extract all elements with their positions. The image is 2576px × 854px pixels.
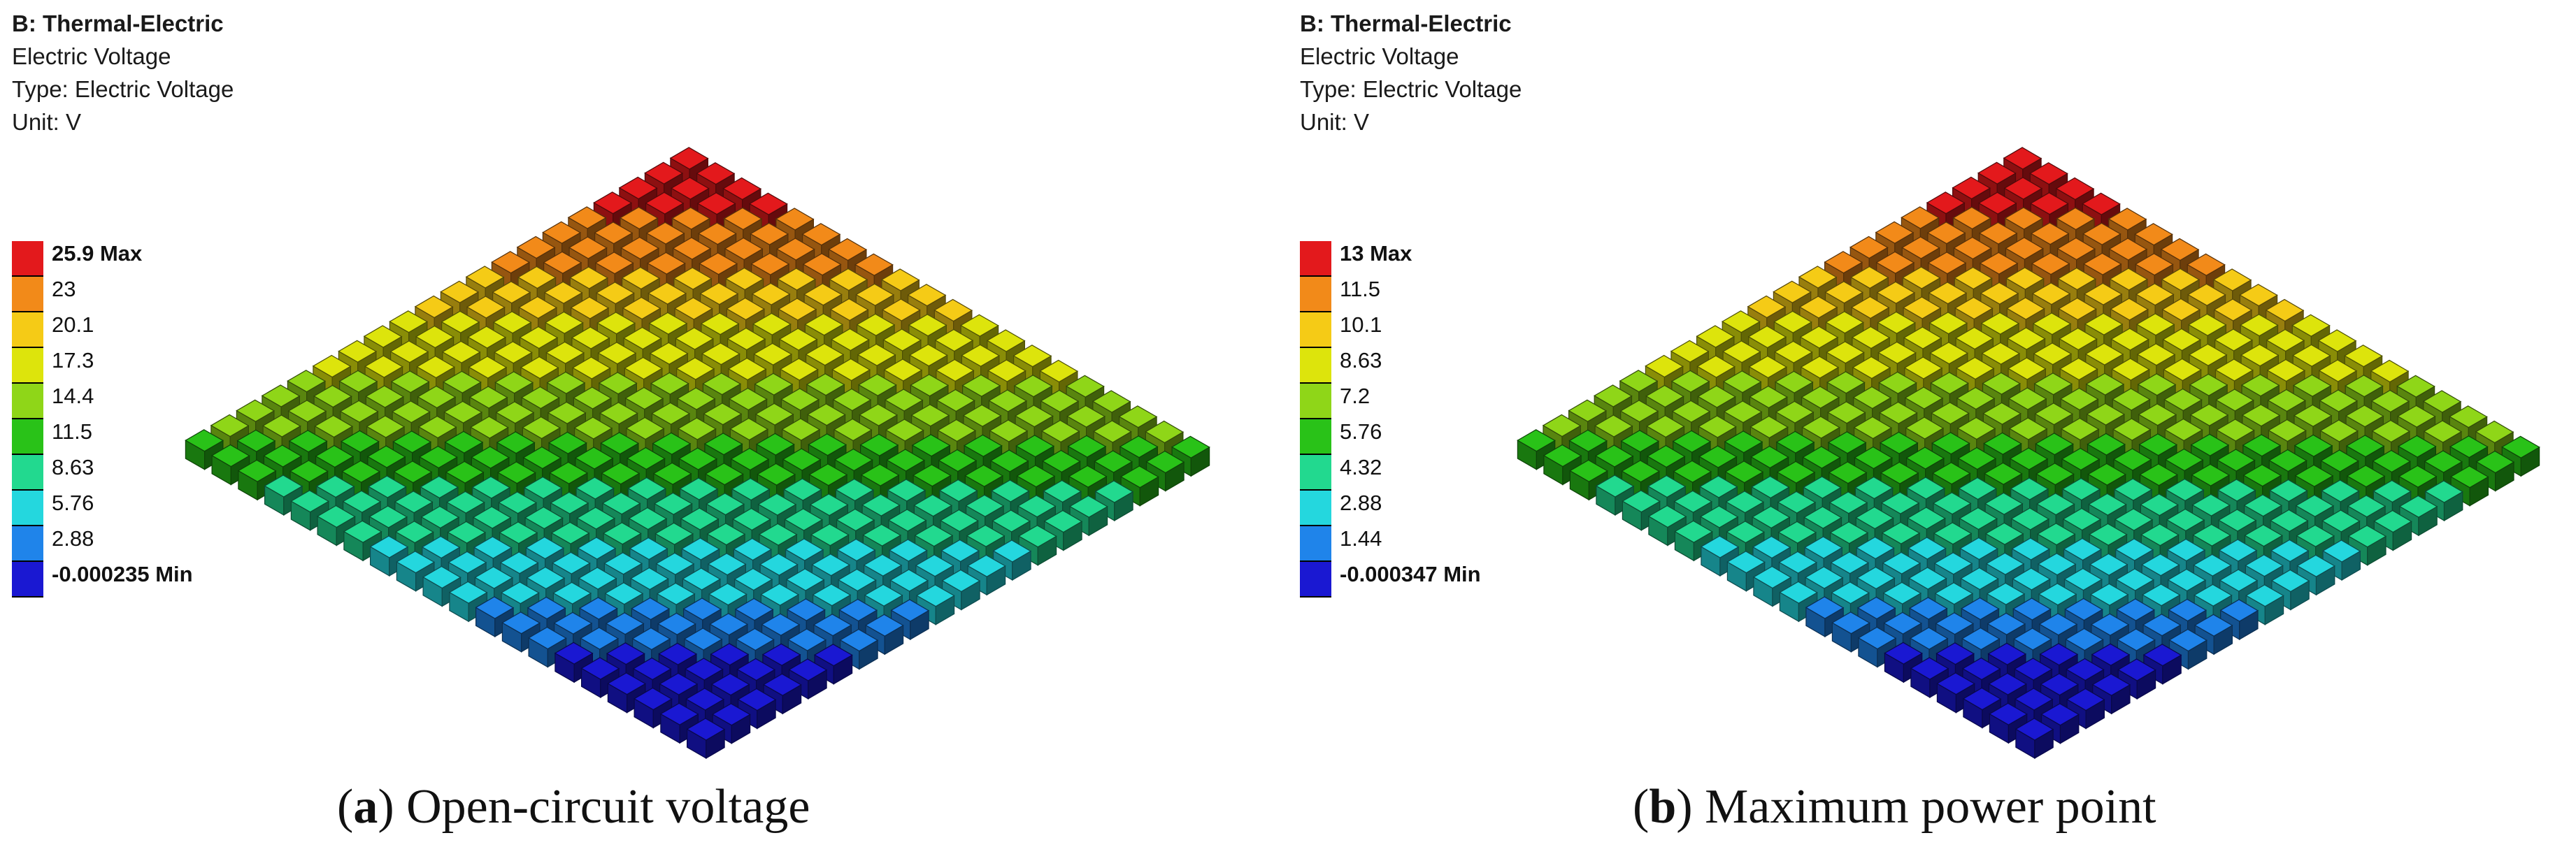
legend-swatch [12, 312, 43, 348]
te-module-block [1726, 551, 1766, 592]
analysis-title: B: Thermal-Electric [1300, 10, 1512, 36]
legend-label: -0.000347 Min [1340, 562, 1481, 586]
te-module-block [686, 718, 726, 760]
legend-swatch [12, 241, 43, 277]
result-unit: Unit: V [12, 109, 82, 135]
caption-a: (a) Open-circuit voltage [337, 780, 810, 834]
result-name: Electric Voltage [12, 43, 171, 69]
caption-letter: b [1649, 780, 1677, 834]
legend-swatch [12, 348, 43, 384]
caption-text: Maximum power point [1705, 780, 2156, 834]
legend-swatch [12, 562, 43, 598]
legend-swatch [12, 526, 43, 562]
header-b: B: Thermal-Electric Electric Voltage Typ… [1300, 7, 1522, 138]
legend-label: 5.76 [1340, 419, 1382, 444]
te-module-block [1857, 626, 1897, 668]
legend-swatch [12, 455, 43, 491]
voltage-model-a [185, 147, 1210, 760]
legend-swatch [12, 384, 43, 419]
legend-swatch [1300, 277, 1331, 312]
caption-text: Open-circuit voltage [406, 780, 810, 834]
caption-letter: a [353, 780, 378, 834]
te-module-block [2245, 584, 2284, 625]
legend-swatch [1300, 455, 1331, 491]
legend-swatch [1300, 526, 1331, 562]
result-type: Type: Electric Voltage [1300, 76, 1522, 102]
te-module-block [762, 673, 802, 715]
legend-swatch [1300, 241, 1331, 277]
voltage-model-b [1517, 147, 2540, 760]
result-unit: Unit: V [1300, 109, 1370, 135]
te-module-block [711, 703, 751, 744]
te-module-block [915, 584, 955, 625]
legend-label: 13 Max [1340, 241, 1412, 266]
legend-label: 2.88 [1340, 491, 1382, 515]
legend-label: 23 [52, 277, 76, 301]
legend-label: 14.4 [52, 384, 94, 408]
legend-swatch [12, 277, 43, 312]
legend-swatch [1300, 384, 1331, 419]
legend-swatch [1300, 348, 1331, 384]
te-module-block [813, 644, 853, 685]
legend-label: 1.44 [1340, 526, 1382, 551]
legend-label: 20.1 [52, 312, 94, 337]
panel-a: B: Thermal-Electric Electric Voltage Typ… [12, 7, 1210, 834]
legend-label: 10.1 [1340, 312, 1382, 337]
legend-swatch [12, 419, 43, 455]
legend-label: 5.76 [52, 491, 94, 515]
te-module-block [2015, 718, 2054, 760]
analysis-title: B: Thermal-Electric [12, 10, 224, 36]
legend-label: 8.63 [1340, 348, 1382, 372]
te-module-block [1094, 480, 1134, 522]
legend-label: -0.000235 Min [52, 562, 193, 586]
te-module-block [422, 565, 461, 607]
te-module-block [966, 554, 1006, 596]
legend-swatch [12, 491, 43, 526]
legend-swatch [1300, 491, 1331, 526]
header-a: B: Thermal-Electric Electric Voltage Typ… [12, 7, 234, 138]
legend-label: 7.2 [1340, 384, 1371, 408]
legend-label: 8.63 [52, 455, 94, 479]
legend-label: 25.9 Max [52, 241, 143, 266]
legend-swatch [1300, 312, 1331, 348]
panel-b: B: Thermal-Electric Electric Voltage Typ… [1288, 0, 2576, 854]
legend-label: 4.32 [1340, 455, 1382, 479]
legend-label: 11.5 [1340, 277, 1381, 301]
result-type: Type: Electric Voltage [12, 76, 234, 102]
te-module-block [2142, 644, 2182, 685]
legend-label: 11.5 [52, 419, 93, 444]
legend-label: 17.3 [52, 348, 94, 372]
legend-label: 2.88 [52, 526, 94, 551]
legend-swatch [1300, 419, 1331, 455]
te-module-block [343, 520, 382, 562]
te-module-block [737, 688, 777, 730]
legend-swatch [1300, 562, 1331, 598]
result-name: Electric Voltage [1300, 43, 1459, 69]
caption-b: (b) Maximum power point [1633, 780, 2156, 834]
te-module-block [2475, 450, 2515, 492]
